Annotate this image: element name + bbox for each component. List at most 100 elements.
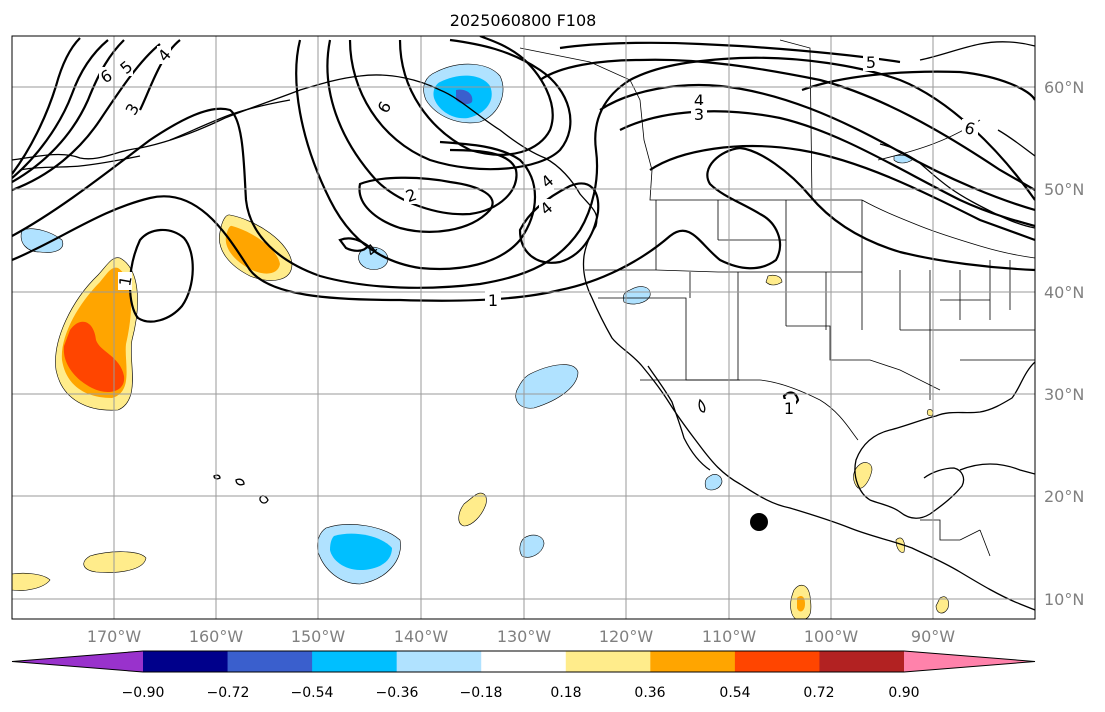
- colorbar-cell: [143, 651, 229, 672]
- colorbar: −0.90 −0.72 −0.54 −0.36 −0.18 0.18 0.36 …: [11, 650, 1036, 701]
- colorbar-cell: [650, 651, 736, 672]
- contour-line: [12, 37, 81, 175]
- colorbar-tick-label: 0.36: [634, 685, 665, 701]
- colorbar-cell: [481, 651, 567, 672]
- coastline: [169, 99, 291, 141]
- contour-line: [12, 39, 125, 183]
- strong-positive-anomaly-region: [63, 321, 125, 392]
- contour-line: [12, 146, 1035, 302]
- contour-line: [326, 39, 518, 216]
- longitude-axis: 170°W 160°W 150°W 140°W 130°W 120°W 110°…: [87, 627, 955, 646]
- positive-anomaly-region: [853, 462, 873, 489]
- contour-line: [128, 228, 194, 323]
- longitude-label: 130°W: [497, 627, 552, 646]
- contour-label: 1: [115, 274, 135, 287]
- latitude-label: 10°N: [1044, 590, 1084, 609]
- colorbar-cell: [819, 651, 905, 672]
- coastline: [997, 129, 1035, 157]
- colorbar-tick-label: 0.18: [550, 685, 581, 701]
- contour-label-background: [119, 58, 133, 76]
- contour-label-background: [962, 119, 978, 137]
- contour-label: 5: [866, 53, 876, 72]
- colorbar-cell: [734, 651, 820, 672]
- contour-label: 1: [488, 291, 498, 310]
- contour-labels: 6 5 4 3 6 2 4 4 4 5 3 6 1 1: [97, 45, 978, 418]
- contour-label-background: [485, 291, 501, 309]
- contour-line: [559, 41, 901, 64]
- contour-line: [518, 182, 600, 264]
- longitude-label: 150°W: [291, 627, 346, 646]
- contour-line: [139, 39, 181, 111]
- contour-line: [619, 110, 1035, 228]
- colorbar-tick-label: −0.90: [122, 685, 165, 701]
- contour-line: [398, 36, 554, 156]
- contour-label-background: [157, 46, 171, 64]
- strong-negative-anomaly-region: [456, 89, 473, 105]
- latitude-label: 20°N: [1044, 487, 1084, 506]
- contour-line: [801, 70, 1035, 101]
- latitude-label: 60°N: [1044, 78, 1084, 97]
- positive-anomaly-region: [83, 551, 147, 573]
- colorbar-tick-label: 0.72: [803, 685, 834, 701]
- colorbar-extend-min: [12, 651, 143, 672]
- contour-label: 1: [784, 399, 794, 418]
- border-line: [585, 269, 862, 273]
- coastline: [854, 361, 1035, 519]
- contour-line: [358, 176, 494, 233]
- contour-line: [348, 38, 572, 171]
- map-content: 6 5 4 3 6 2 4 4 4 5 3 6 1 1: [12, 36, 1035, 619]
- graticule: [12, 36, 1035, 619]
- colorbar-cell: [565, 651, 651, 672]
- contour-line: [295, 39, 537, 271]
- longitude-label: 160°W: [189, 627, 244, 646]
- colorbar-outline: [11, 650, 1036, 673]
- contour-label: 3: [694, 105, 704, 124]
- colorbar-ticks: −0.90 −0.72 −0.54 −0.36 −0.18 0.18 0.36 …: [122, 685, 920, 701]
- contour-lines: [12, 36, 1035, 406]
- coastline: [235, 478, 245, 486]
- contour-label-background: [540, 172, 554, 190]
- negative-anomaly-region: [704, 474, 723, 491]
- positive-anomaly-region: [895, 537, 905, 553]
- latitude-label: 40°N: [1044, 283, 1084, 302]
- contour-label-background: [377, 98, 391, 116]
- colorbar-tick-label: −0.72: [207, 685, 250, 701]
- colorbar-tick-label: −0.54: [291, 685, 334, 701]
- colorbar-cells: [11, 650, 1036, 673]
- contour-line: [12, 39, 109, 179]
- contour-line: [12, 43, 161, 192]
- colorbar-tick-label: 0.90: [888, 685, 919, 701]
- colorbar-tick-label: −0.36: [376, 685, 419, 701]
- coastlines: [12, 41, 1035, 611]
- colorbar-cell: [312, 651, 398, 672]
- border-line: [861, 199, 1035, 259]
- positive-anomaly-region: [458, 492, 487, 527]
- contour-line: [649, 145, 1035, 242]
- contour-label: 4: [694, 91, 704, 110]
- positive-anomaly-region: [926, 409, 934, 417]
- longitude-label: 90°W: [911, 627, 955, 646]
- contour-label-background: [404, 186, 418, 204]
- negative-anomaly-region: [622, 286, 651, 305]
- positive-anomaly-region: [797, 596, 805, 612]
- negative-anomaly-region: [515, 364, 579, 409]
- positive-anomaly-region: [225, 225, 280, 274]
- contour-label-background: [691, 105, 707, 123]
- location-marker: [750, 513, 768, 531]
- latitude-axis: 60°N 50°N 40°N 30°N 20°N 10°N: [1044, 78, 1084, 609]
- border-line: [779, 39, 813, 201]
- negative-anomaly-region: [20, 228, 64, 253]
- contour-label-background: [99, 67, 113, 85]
- contour-label-background: [118, 272, 132, 290]
- contour-line: [599, 83, 1035, 212]
- border-line: [519, 47, 862, 201]
- longitude-label: 120°W: [599, 627, 654, 646]
- contour-label-background: [125, 100, 139, 118]
- colorbar-cell: [396, 651, 482, 672]
- map-panel: 6 5 4 3 6 2 4 4 4 5 3 6 1 1: [11, 35, 1036, 620]
- map-frame: [11, 35, 1036, 620]
- contour-label-background: [863, 53, 879, 71]
- colorbar-tick-label: 0.54: [719, 685, 750, 701]
- coastline: [698, 398, 706, 413]
